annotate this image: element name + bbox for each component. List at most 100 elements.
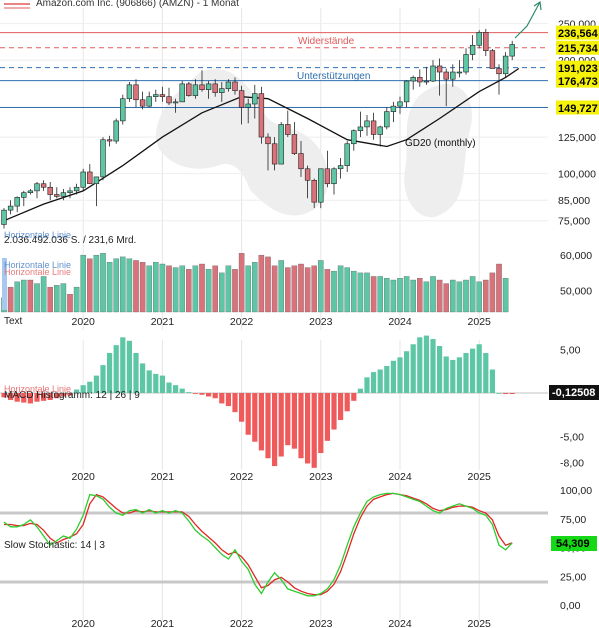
volume-bar	[80, 254, 86, 313]
candle-body	[496, 68, 502, 75]
macd-bar	[324, 393, 330, 441]
year-label: 2023	[309, 618, 333, 628]
year-label: 2021	[151, 618, 175, 628]
candle-body	[357, 126, 364, 131]
macd-bar	[54, 393, 60, 399]
macd-bar	[166, 382, 172, 393]
volume-bar	[436, 279, 443, 313]
macd-bar	[364, 377, 370, 393]
macd-bar	[430, 339, 436, 393]
macd-axis: 5,00 -5,00 -8,00	[560, 345, 584, 470]
price-tag-box	[556, 40, 599, 55]
volume-bar	[120, 256, 126, 313]
legend-horizontal-line-3[interactable]: Horizontale Linie	[4, 267, 71, 277]
candle-body	[489, 50, 496, 69]
stochastic-d-line	[4, 492, 513, 596]
macd-bar	[47, 393, 53, 400]
candle-body	[7, 205, 14, 211]
volume-bar	[377, 276, 383, 313]
macd-bar	[470, 348, 476, 393]
volume-bar	[106, 262, 113, 313]
watermark-shape	[155, 68, 472, 218]
volume-bar	[337, 265, 344, 313]
macd-bar	[252, 393, 258, 442]
legend-horizontal-line-2[interactable]: Horizontale Linie	[4, 260, 71, 270]
candle-body	[443, 71, 449, 80]
candle-body	[291, 134, 298, 154]
volume-bar	[390, 279, 397, 313]
macd-bar	[206, 393, 212, 397]
volume-bar	[304, 267, 311, 313]
macd-last-value-box	[549, 385, 599, 400]
macd-bar	[173, 385, 179, 393]
year-label: 2020	[72, 618, 96, 628]
x-axis-stochastic: 2020 2021 2022 2023 2024 2025	[72, 618, 492, 628]
macd-bar	[232, 393, 238, 413]
candle-body	[153, 94, 159, 97]
volume-bar	[14, 281, 20, 313]
volume-bar	[21, 279, 27, 313]
candle-body	[47, 186, 53, 195]
volume-bar	[67, 294, 73, 313]
macd-legend-horizontal-line[interactable]: Horizontale Linie	[4, 384, 71, 394]
macd-bar	[67, 393, 73, 396]
candle-body	[133, 84, 139, 101]
candle-body	[370, 120, 377, 135]
macd-bar	[113, 345, 119, 393]
volume-bar	[417, 278, 423, 313]
macd-bar	[291, 393, 297, 449]
volume-bar	[311, 265, 317, 313]
volume-bar	[27, 279, 34, 313]
candle-body	[331, 168, 337, 185]
volume-bar	[298, 263, 304, 313]
macd-bar	[93, 375, 99, 393]
macd-bar	[351, 393, 357, 401]
volume-bar	[238, 253, 245, 313]
volume-bar	[403, 276, 410, 313]
year-label: 2022	[230, 316, 254, 328]
volume-text: 2.036.492.036 S. / 231,6 Mrd.	[4, 235, 136, 246]
volume-bar	[252, 262, 258, 313]
year-label: 2022	[230, 618, 254, 628]
stochastic-k-line	[3, 492, 513, 597]
volume-bar	[34, 283, 40, 313]
macd-bar	[344, 393, 350, 412]
price-tag-box	[556, 100, 599, 115]
candle-body	[324, 168, 331, 185]
volume-bar	[146, 265, 152, 313]
year-label: 2020	[72, 316, 96, 328]
volume-bar	[331, 270, 337, 313]
year-label: 2023	[309, 316, 333, 328]
volume-bar	[463, 279, 469, 313]
legend-horizontal-line-1[interactable]: Horizontale Linie	[4, 230, 71, 240]
chart-title: Amazon.com Inc. (906866) (AMZN) - 1 Mona…	[36, 0, 239, 9]
volume-bar	[476, 281, 482, 313]
macd-bar	[8, 393, 14, 400]
candle-body	[14, 197, 20, 207]
candle-body	[212, 83, 218, 93]
volume-bar	[179, 265, 185, 313]
volume-bar	[199, 263, 205, 313]
candle-body	[311, 179, 317, 203]
resistance-label: Widerstände	[298, 36, 355, 47]
macd-bar	[377, 369, 383, 393]
macd-last-value: -0,12508	[552, 387, 595, 399]
stochastic-tick-label: 75,00	[560, 514, 586, 526]
volume-bar	[291, 265, 298, 313]
price-tick-label: 125,000	[558, 132, 596, 144]
price-tag-label: 149,727	[558, 103, 598, 115]
text-tool-label[interactable]: Text	[4, 316, 23, 327]
candle-body	[456, 71, 463, 74]
candle-body	[344, 143, 350, 166]
candle-body	[245, 103, 251, 108]
candle-body	[483, 32, 489, 51]
macd-bar	[192, 393, 198, 394]
x-axis-macd: 2020 2021 2022 2023 2024 2025	[72, 471, 492, 483]
candle-body	[27, 190, 34, 193]
macd-bar	[311, 393, 317, 468]
candle-body	[238, 90, 245, 108]
volume-bar	[483, 279, 489, 313]
volume-bar	[364, 272, 370, 313]
candle-body	[93, 176, 100, 185]
macd-bar	[60, 393, 66, 397]
